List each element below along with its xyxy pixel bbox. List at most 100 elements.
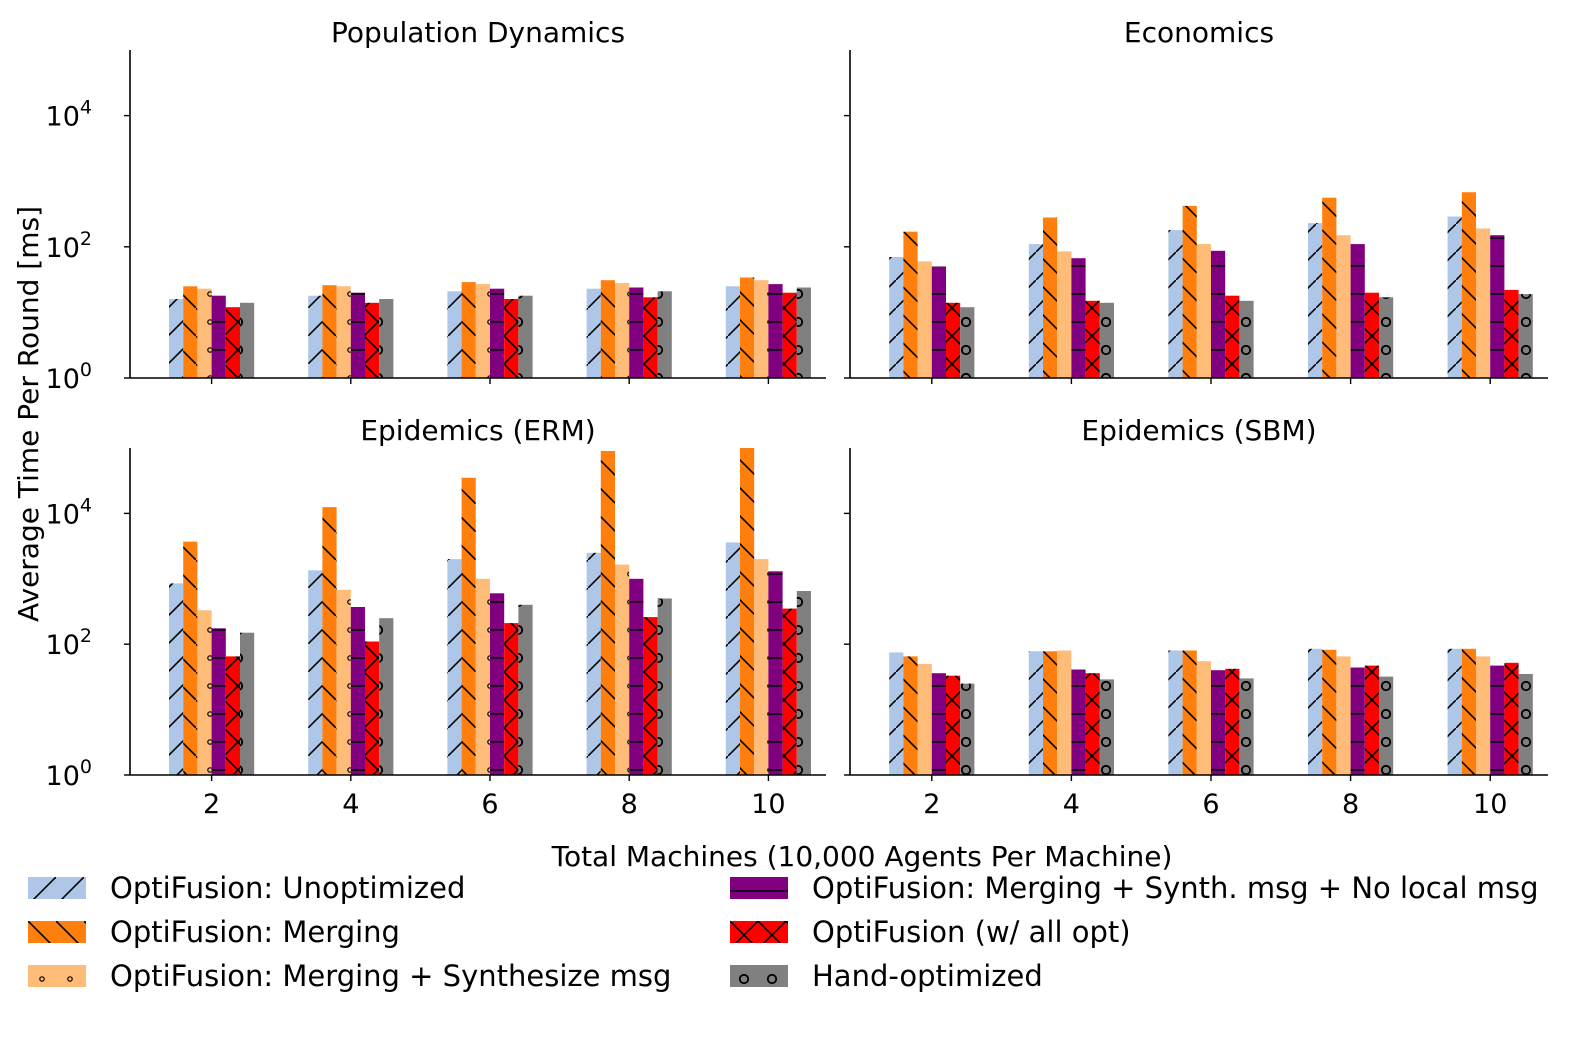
panel-title: Population Dynamics <box>331 16 625 49</box>
bar <box>1225 668 1240 775</box>
bar <box>1085 300 1100 378</box>
bar <box>768 284 783 378</box>
bar <box>754 559 769 775</box>
bar <box>1379 297 1394 378</box>
legend-item-merging: OptiFusion: Merging <box>28 912 400 952</box>
bar <box>1168 230 1183 378</box>
bar <box>1476 228 1491 378</box>
panel-2: Economics <box>844 16 1548 384</box>
bar <box>615 283 630 378</box>
bar <box>600 451 615 775</box>
bar <box>903 231 918 378</box>
bar <box>183 286 198 378</box>
bar <box>169 583 184 775</box>
bar <box>1379 676 1394 775</box>
bar <box>365 302 380 378</box>
bar <box>322 507 337 775</box>
bar <box>917 261 932 378</box>
bar <box>518 604 533 775</box>
bar <box>946 675 961 775</box>
legend-label: OptiFusion: Merging + Synthesize msg <box>110 959 672 993</box>
bar <box>1071 669 1086 775</box>
x-tick-label: 4 <box>1063 789 1080 820</box>
bar <box>1099 302 1114 378</box>
bar <box>490 288 505 378</box>
bar <box>1447 648 1462 775</box>
bar <box>1336 235 1351 378</box>
bar <box>657 291 672 378</box>
bar <box>1308 223 1323 378</box>
bar <box>1518 674 1533 775</box>
panel-title: Epidemics (SBM) <box>1081 414 1316 447</box>
x-tick-label: 8 <box>621 789 638 820</box>
panel-3: 100 102 104 2 4 6 8 10 Epidemics (ERM) <box>46 414 826 820</box>
bar <box>1057 251 1072 378</box>
bar <box>1461 648 1476 775</box>
bar <box>657 598 672 775</box>
panel-4: 2 4 6 8 10 Epidemics (SBM) <box>844 414 1548 820</box>
bar <box>447 559 462 775</box>
bar <box>379 299 394 378</box>
bar <box>1336 656 1351 775</box>
y-tick-label: 102 <box>46 228 92 264</box>
bar <box>490 593 505 775</box>
bar <box>643 617 658 775</box>
legend-swatch-icon <box>28 877 86 899</box>
bar <box>1308 648 1323 775</box>
swatch-fill <box>730 877 788 899</box>
swatch-fill <box>28 921 86 943</box>
bar <box>322 285 337 378</box>
bar <box>960 683 975 775</box>
bar <box>350 607 365 775</box>
x-tick-label: 10 <box>1473 789 1507 820</box>
y-tick-label: 100 <box>46 359 92 395</box>
bar <box>1225 295 1240 378</box>
legend-item-merging-synth: OptiFusion: Merging + Synthesize msg <box>28 956 671 996</box>
bar <box>350 292 365 378</box>
bar <box>754 280 769 378</box>
bar <box>461 477 476 775</box>
bar <box>1239 300 1254 378</box>
bar <box>796 591 811 775</box>
bar <box>225 307 240 378</box>
bar <box>1182 650 1197 775</box>
bar <box>1196 244 1211 378</box>
bar <box>308 295 323 378</box>
swatch-fill <box>28 877 86 899</box>
bar <box>889 652 904 775</box>
bar <box>1504 662 1519 775</box>
bar <box>475 578 490 775</box>
bar <box>1071 258 1086 378</box>
bar <box>169 299 184 378</box>
x-tick-label: 6 <box>1202 789 1219 820</box>
bar <box>504 299 519 378</box>
bar <box>1043 651 1058 775</box>
bar <box>1028 244 1043 378</box>
bar <box>461 282 476 378</box>
bar <box>586 288 601 378</box>
x-tick-label: 2 <box>203 789 220 820</box>
bar <box>1490 665 1505 775</box>
bar <box>782 292 797 378</box>
x-tick-label: 4 <box>342 789 359 820</box>
panel-title: Epidemics (ERM) <box>360 414 595 447</box>
bar <box>768 571 783 775</box>
bar <box>903 656 918 775</box>
bar <box>308 570 323 775</box>
legend-item-no-local: OptiFusion: Merging + Synth. msg + No lo… <box>730 868 1539 908</box>
bar <box>643 297 658 378</box>
bar <box>197 288 212 378</box>
bar <box>1322 649 1337 775</box>
bar <box>1350 244 1365 378</box>
bar <box>1168 650 1183 775</box>
bar <box>211 295 226 378</box>
bar <box>889 257 904 378</box>
x-tick-label: 10 <box>751 789 785 820</box>
bar <box>1461 192 1476 378</box>
bar <box>336 286 351 378</box>
swatch-fill <box>730 921 788 943</box>
bar <box>600 280 615 378</box>
bar <box>782 608 797 775</box>
bar <box>1085 673 1100 775</box>
